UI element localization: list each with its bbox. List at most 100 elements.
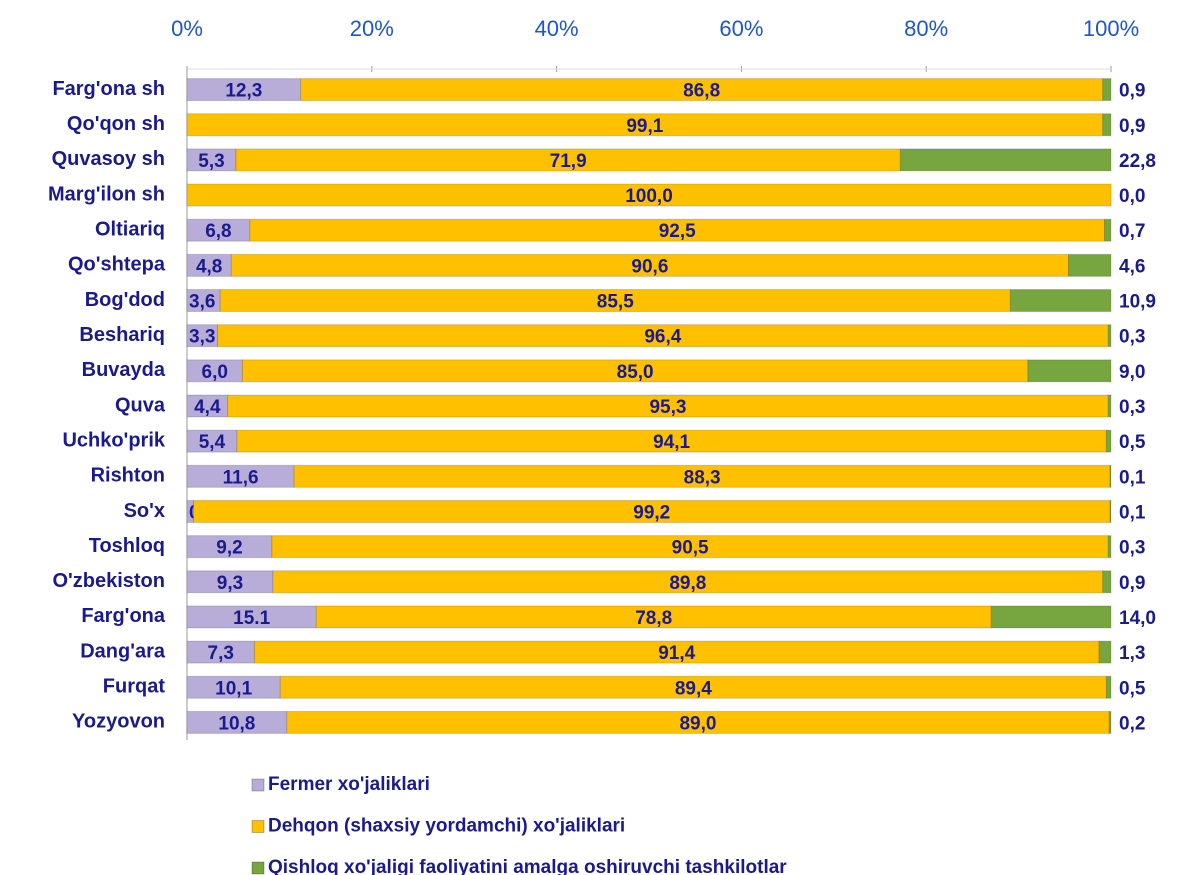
x-tick-label: 100% <box>1083 16 1139 41</box>
value-label: 91,4 <box>658 643 695 664</box>
value-label: 0,0 <box>1119 186 1145 207</box>
value-label: 94,1 <box>653 432 690 453</box>
x-tick-label: 20% <box>350 16 394 41</box>
value-label: 12,3 <box>225 81 262 102</box>
bar-segment <box>1067 253 1112 277</box>
bar-segment <box>1108 710 1112 734</box>
category-label: Beshariq <box>79 324 165 346</box>
bar-segment <box>1109 464 1112 488</box>
value-label: 0,9 <box>1119 81 1145 102</box>
category-label: Oltiariq <box>95 218 165 240</box>
value-label: 9,0 <box>1119 362 1145 383</box>
value-label: 88,3 <box>684 467 721 488</box>
category-label: Marg'ilon sh <box>48 183 165 205</box>
bar-segment <box>990 605 1112 629</box>
value-label: 96,4 <box>644 327 681 348</box>
bar-segment <box>192 499 1111 523</box>
value-label: 7,3 <box>208 643 234 664</box>
value-label: 99,1 <box>626 116 663 137</box>
value-label: 10,9 <box>1119 292 1156 313</box>
legend-label: Qishloq xo'jaligi faoliyatini amalga osh… <box>268 857 787 875</box>
category-label: Quvasoy sh <box>52 148 165 170</box>
bar-segment <box>1027 359 1112 383</box>
bar-segment <box>1104 218 1112 242</box>
value-label: 10,1 <box>215 678 252 699</box>
category-label: Bog'dod <box>85 289 165 311</box>
legend-swatch <box>251 820 265 833</box>
bar-segment <box>1102 78 1112 102</box>
bar-segment <box>1109 499 1112 523</box>
category-label: Yozyovon <box>72 711 165 733</box>
bar-segment <box>1107 394 1112 418</box>
value-label: 95,3 <box>649 397 686 418</box>
category-label: Farg'ona <box>81 605 166 627</box>
category-label: Toshloq <box>89 535 165 557</box>
bar-segment <box>1107 535 1112 559</box>
value-label: 4,8 <box>196 256 222 277</box>
bar-segment <box>1009 289 1112 313</box>
value-label: 0,9 <box>1119 573 1145 594</box>
value-label: 9,3 <box>217 573 243 594</box>
value-label: 0,5 <box>1119 432 1146 453</box>
value-label: 99,2 <box>633 502 670 523</box>
bar-segment <box>186 183 1112 207</box>
value-label: 0,3 <box>1119 397 1145 418</box>
value-label: 9,2 <box>216 538 242 559</box>
value-label: 5,3 <box>198 151 224 172</box>
category-label: Buvayda <box>82 359 166 381</box>
value-label: 4,6 <box>1119 256 1145 277</box>
legend-swatch <box>251 778 265 792</box>
bar-segment <box>899 148 1112 172</box>
x-tick-label: 0% <box>171 16 203 41</box>
value-label: 71,9 <box>550 151 587 172</box>
value-label: 0,2 <box>1119 713 1145 734</box>
value-label: 90,6 <box>631 256 668 277</box>
bar-segment <box>1102 570 1112 594</box>
value-label: 0,7 <box>1119 221 1145 242</box>
value-label: 86,8 <box>683 81 720 102</box>
bar-segment <box>1098 640 1112 664</box>
value-label: 90,5 <box>672 538 709 559</box>
legend-label: Fermer xo'jaliklari <box>268 774 430 795</box>
value-label: 78,8 <box>635 608 672 629</box>
value-label: 85,5 <box>597 292 634 313</box>
category-label: Farg'ona sh <box>52 78 165 100</box>
value-label: 0,1 <box>1119 502 1146 523</box>
bar-segment <box>1102 113 1112 137</box>
value-label: 100,0 <box>625 186 673 207</box>
bar-segment <box>1105 675 1112 699</box>
category-label: Dang'ara <box>80 640 166 662</box>
value-label: 22,8 <box>1119 151 1156 172</box>
value-label: 0,1 <box>1119 467 1146 488</box>
category-label: Qo'shtepa <box>68 254 166 276</box>
category-label: Qo'qon sh <box>67 113 165 135</box>
value-label: 10,8 <box>218 713 255 734</box>
x-tick-label: 40% <box>535 16 579 41</box>
category-label: So'x <box>124 500 165 522</box>
value-label: 11,6 <box>223 467 259 488</box>
value-label: 85,0 <box>617 362 654 383</box>
value-label: 14,0 <box>1119 608 1156 629</box>
category-label: O'zbekiston <box>52 570 165 592</box>
value-label: 15.1 <box>233 608 270 629</box>
value-label: 3,6 <box>189 292 215 313</box>
category-label: Furqat <box>103 676 166 698</box>
value-label: 5,4 <box>199 432 226 453</box>
value-label: 0,9 <box>1119 116 1145 137</box>
x-tick-label: 80% <box>904 16 948 41</box>
value-label: 6,0 <box>202 362 228 383</box>
x-tick-label: 60% <box>719 16 763 41</box>
legend-label: Dehqon (shaxsiy yordamchi) xo'jaliklari <box>268 816 625 837</box>
value-label: 89,0 <box>679 713 716 734</box>
category-label: Rishton <box>91 465 165 487</box>
category-label: Quva <box>115 394 166 416</box>
value-label: 3,3 <box>189 327 215 348</box>
value-label: 92,5 <box>659 221 696 242</box>
value-label: 0,3 <box>1119 538 1145 559</box>
legend-swatch <box>251 861 265 875</box>
bar-segment <box>1107 324 1112 348</box>
value-label: 4,4 <box>194 397 221 418</box>
value-label: 89,8 <box>669 573 706 594</box>
value-label: 89,4 <box>675 678 712 699</box>
